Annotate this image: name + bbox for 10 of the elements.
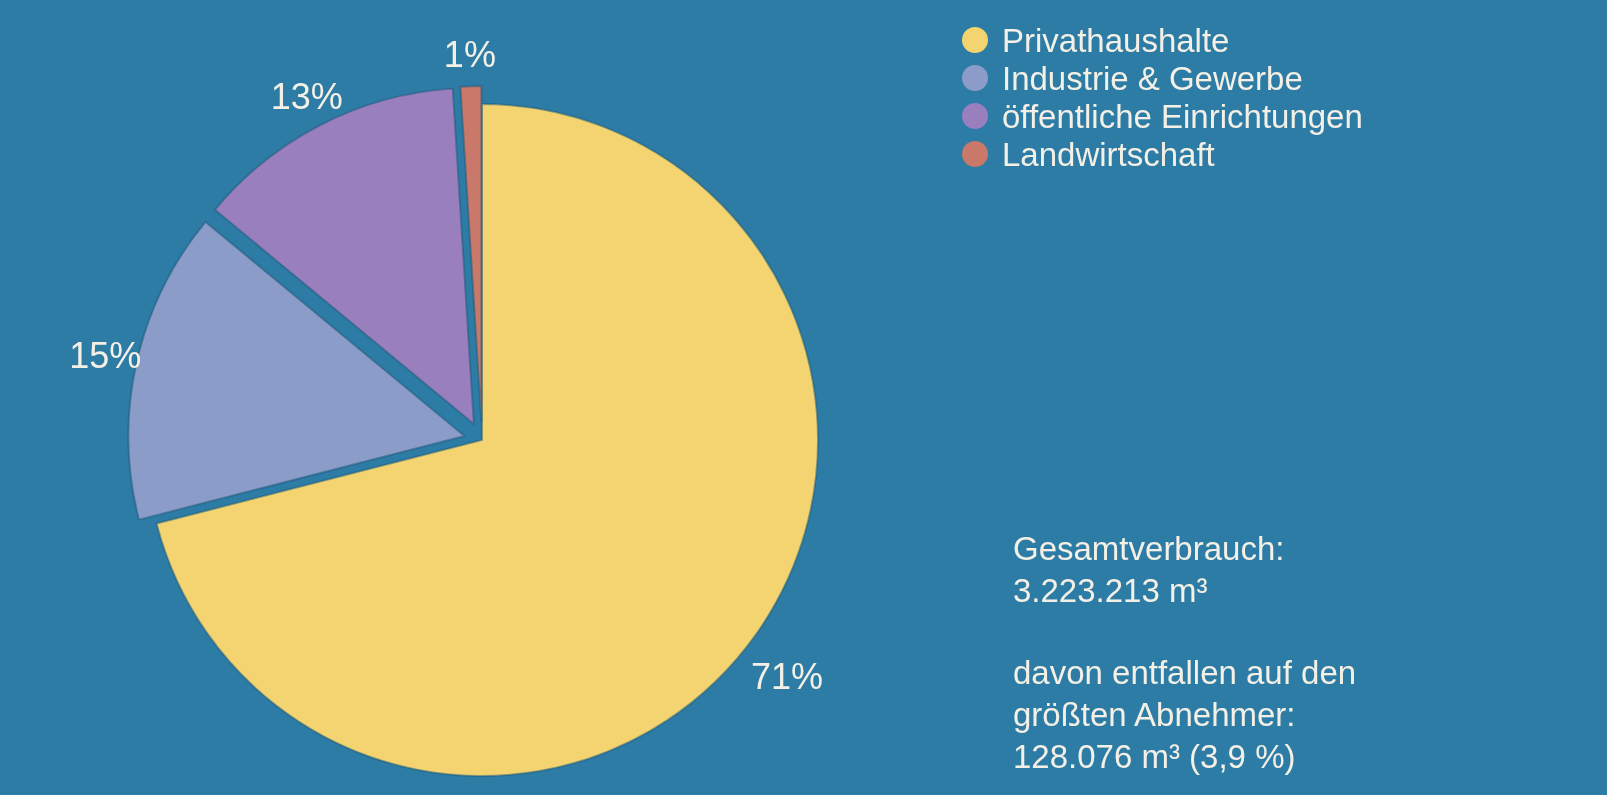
legend-label: öffentliche Einrichtungen [1002,97,1363,135]
text: Gesamtverbrauch: 3.223.213 m³ [1013,530,1285,609]
legend-label: Industrie & Gewerbe [1002,59,1303,97]
data-label: 15% [69,335,142,377]
data-label: 1% [443,33,496,75]
legend-label: Landwirtschaft [1002,135,1215,173]
data-label: 71% [750,656,824,698]
legend-label: Privathaushalte [1002,21,1230,59]
data-label: 13% [270,75,343,117]
text: davon entfallen auf den größten Abnehmer: 128.076 m³ (3,9 %) [1013,654,1357,775]
